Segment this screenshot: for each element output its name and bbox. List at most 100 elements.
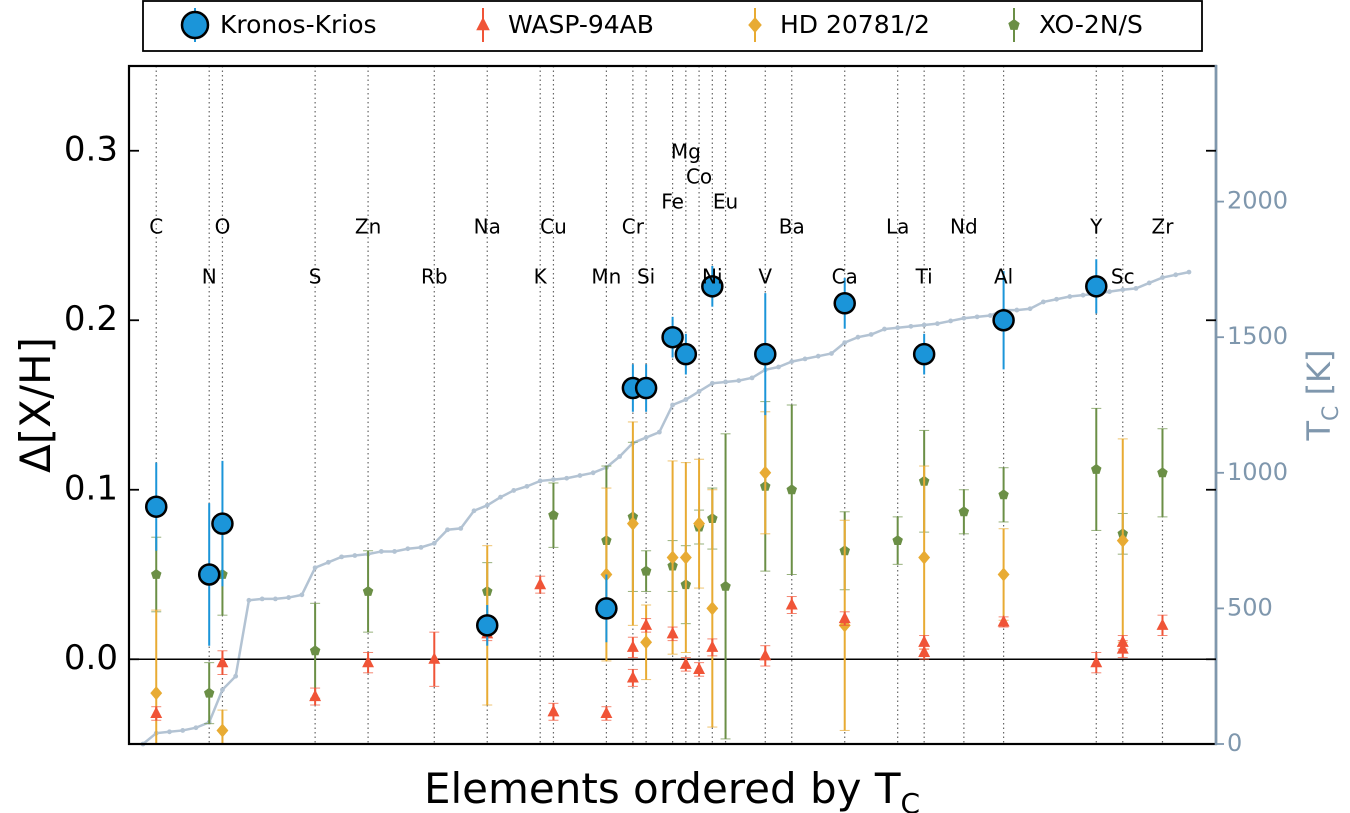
tc-curve-point bbox=[1160, 275, 1165, 280]
data-point bbox=[720, 580, 731, 591]
tc-curve-point bbox=[339, 554, 344, 560]
data-point bbox=[626, 516, 639, 531]
data-point bbox=[362, 655, 375, 668]
tc-curve-point bbox=[445, 527, 450, 533]
data-point bbox=[892, 535, 903, 545]
data-point bbox=[918, 635, 931, 647]
tc-curve-point bbox=[709, 380, 715, 386]
data-point bbox=[759, 465, 772, 480]
element-label-fe: Fe bbox=[661, 190, 684, 214]
tc-curve-point bbox=[564, 475, 570, 481]
element-label-eu: Eu bbox=[713, 190, 738, 214]
x-axis-label-sub: C bbox=[901, 787, 921, 813]
element-label-al: Al bbox=[994, 265, 1013, 289]
series-kronos-krios bbox=[144, 259, 1108, 646]
data-point bbox=[838, 611, 851, 624]
y2-tick-label: 1000 bbox=[1227, 458, 1288, 486]
data-point bbox=[1091, 463, 1102, 474]
y2-tick-label: 2000 bbox=[1227, 187, 1288, 215]
tc-curve-point bbox=[882, 326, 887, 332]
element-label-n: N bbox=[202, 265, 217, 289]
element-label-ni: Ni bbox=[702, 265, 723, 289]
element-label-o: O bbox=[215, 215, 231, 239]
y-tick-label: 0.1 bbox=[64, 468, 118, 508]
tc-curve-point bbox=[299, 592, 305, 598]
data-point bbox=[216, 723, 229, 738]
data-point bbox=[600, 706, 613, 719]
data-point bbox=[309, 689, 322, 702]
data-point bbox=[679, 657, 692, 669]
tc-curve-point bbox=[1067, 294, 1073, 299]
tc-curve-point bbox=[1107, 289, 1112, 295]
element-label-y: Y bbox=[1089, 215, 1103, 239]
y-axis-label: Δ[X/H] bbox=[11, 337, 60, 473]
legend-marker bbox=[1008, 19, 1020, 30]
data-point bbox=[595, 597, 618, 620]
tc-curve-point bbox=[233, 673, 239, 679]
tc-curve-point bbox=[1054, 296, 1059, 302]
x-axis-label-main: Elements ordered by T bbox=[424, 764, 901, 813]
data-point bbox=[475, 614, 499, 637]
legend-frame bbox=[142, 0, 1203, 52]
data-point bbox=[706, 640, 719, 652]
data-point bbox=[754, 342, 777, 366]
tc-curve-point bbox=[1040, 299, 1046, 305]
element-label-cu: Cu bbox=[540, 215, 567, 239]
tc-curve bbox=[140, 269, 1192, 747]
tc-curve-point bbox=[312, 565, 318, 571]
tc-curve-point bbox=[670, 402, 675, 408]
tc-curve-point bbox=[1027, 306, 1033, 312]
legend-marker bbox=[476, 17, 490, 31]
tc-curve-point bbox=[577, 473, 583, 478]
tc-curve-point bbox=[736, 378, 742, 383]
tc-curve-point bbox=[590, 470, 596, 476]
data-point bbox=[661, 325, 684, 349]
element-label-co: Co bbox=[686, 165, 712, 189]
data-point bbox=[211, 512, 234, 535]
tc-curve-point bbox=[1173, 272, 1179, 278]
tc-curve-point bbox=[511, 488, 517, 493]
tc-curve-point bbox=[259, 596, 265, 602]
data-point bbox=[674, 342, 698, 366]
data-point bbox=[626, 640, 639, 652]
tc-curve-point bbox=[431, 540, 437, 546]
tc-curve-point bbox=[987, 313, 993, 318]
tc-curve-point bbox=[643, 435, 649, 440]
element-label-c: C bbox=[149, 215, 163, 239]
element-label-ca: Ca bbox=[832, 265, 858, 289]
tc-curve-point bbox=[895, 325, 901, 331]
series-wasp-94ab bbox=[150, 575, 1169, 721]
tc-curve-point bbox=[683, 397, 689, 402]
data-point bbox=[640, 635, 653, 650]
element-label-mg: Mg bbox=[671, 140, 701, 164]
data-point bbox=[833, 292, 856, 315]
legend-marker bbox=[748, 17, 762, 33]
data-point bbox=[992, 309, 1015, 332]
element-label-rb: Rb bbox=[421, 265, 448, 289]
data-point bbox=[634, 376, 658, 400]
element-label-ba: Ba bbox=[779, 215, 805, 239]
y2-axis-label-sub: C bbox=[1319, 406, 1344, 421]
tc-curve-point bbox=[974, 314, 980, 320]
element-label-cr: Cr bbox=[622, 215, 645, 239]
y2-tick-label: 1500 bbox=[1227, 322, 1288, 350]
element-label-zn: Zn bbox=[355, 215, 381, 239]
element-label-ti: Ti bbox=[915, 265, 933, 289]
element-label-s: S bbox=[309, 265, 322, 289]
tc-curve-point bbox=[246, 597, 252, 603]
data-point bbox=[197, 563, 221, 586]
data-point bbox=[666, 626, 679, 639]
tc-curve-point bbox=[167, 729, 172, 735]
data-point bbox=[912, 342, 936, 366]
y2-tick-label: 0 bbox=[1227, 729, 1242, 757]
y2-axis-label: TC [K] bbox=[1300, 349, 1344, 441]
element-label-zr: Zr bbox=[1152, 215, 1175, 239]
tc-curve-point bbox=[802, 356, 808, 362]
legend: Kronos-Krios WASP-94AB HD 20781/2 XO-2N/S bbox=[142, 0, 1203, 52]
data-point bbox=[309, 645, 321, 656]
data-point bbox=[640, 565, 652, 576]
data-point bbox=[786, 484, 797, 495]
data-point bbox=[693, 662, 706, 674]
data-point bbox=[679, 550, 692, 565]
tc-curve-point bbox=[908, 323, 914, 329]
